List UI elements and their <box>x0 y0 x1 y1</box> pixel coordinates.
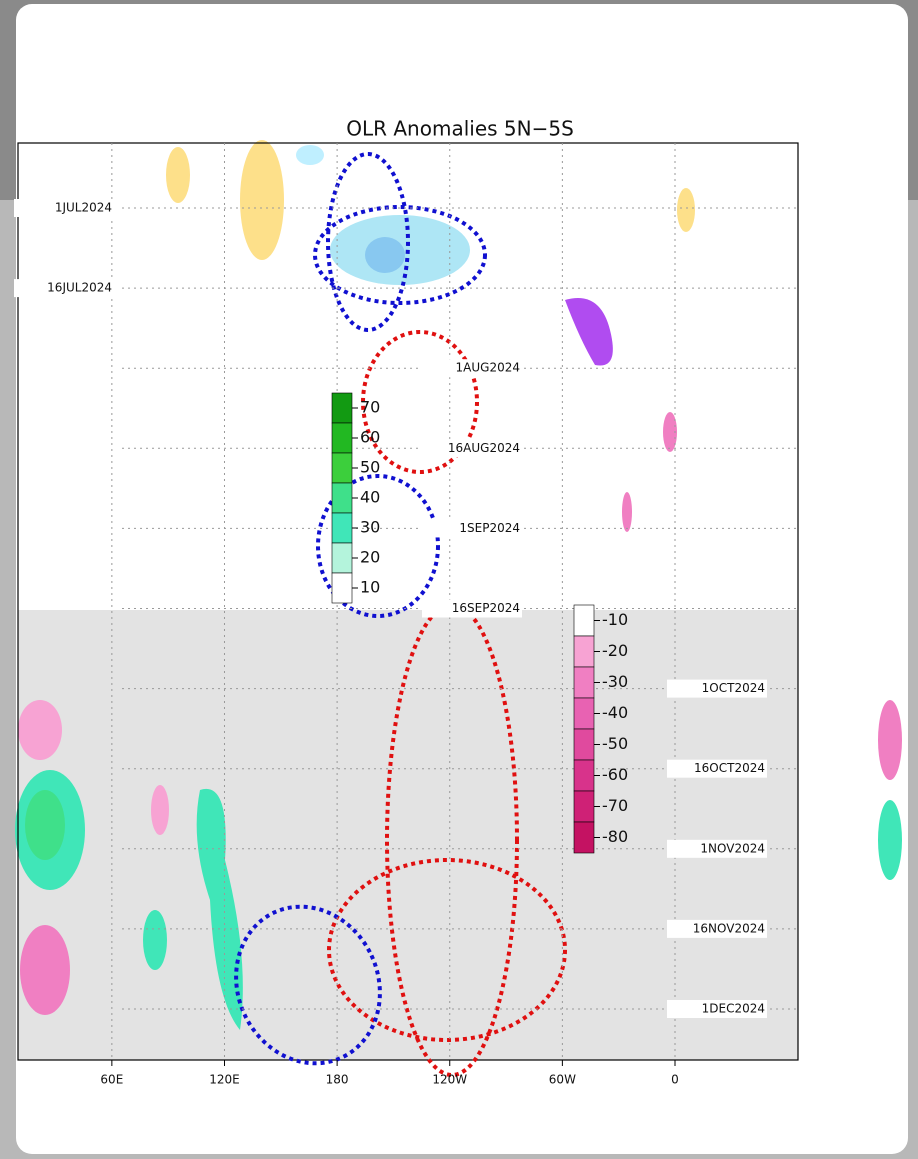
y-tick-label: 1DEC2024 <box>702 1002 765 1016</box>
colorbar-swatch <box>573 821 595 854</box>
colorbar-swatch <box>331 542 353 574</box>
y-tick-label: 1OCT2024 <box>702 681 765 695</box>
y-label-bg <box>667 839 767 858</box>
y-label-bg <box>667 1000 767 1018</box>
y-label-bg <box>667 679 767 698</box>
y-label-bg <box>14 279 114 298</box>
colorbar-label: 20 <box>360 548 380 567</box>
colorbar-swatch <box>331 452 353 484</box>
colorbar-swatch <box>331 392 353 424</box>
x-tick-label: 180 <box>326 1073 349 1087</box>
colorbar-swatch <box>573 728 595 761</box>
colorbar-label: -50 <box>602 734 628 753</box>
colorbar-label: 70 <box>360 398 380 417</box>
x-tick-label: 120W <box>432 1073 467 1087</box>
x-tick-label: 0 <box>671 1073 679 1087</box>
y-label-bg <box>667 919 767 938</box>
colorbar-swatch <box>331 572 353 604</box>
colorbar-label: -30 <box>602 672 628 691</box>
colorbar-swatch <box>573 635 595 668</box>
colorbar-label: 40 <box>360 488 380 507</box>
y-label-bg <box>422 519 522 538</box>
plot-frame <box>17 142 799 1061</box>
colorbar-swatch <box>331 482 353 514</box>
colorbar-swatch <box>331 422 353 454</box>
x-tick-label: 60W <box>549 1073 576 1087</box>
y-tick-label: 1AUG2024 <box>456 361 520 375</box>
colorbar-label: -20 <box>602 641 628 660</box>
colorbar-label: -70 <box>602 796 628 815</box>
colorbar-label: 50 <box>360 458 380 477</box>
colorbar-swatch <box>573 759 595 792</box>
colorbar-swatch <box>331 512 353 544</box>
x-tick-label: 60E <box>100 1073 123 1087</box>
colorbar-swatch <box>573 604 595 637</box>
chart-title: OLR Anomalies 5N−5S <box>346 117 574 141</box>
colorbar-label: 10 <box>360 578 380 597</box>
y-tick-label: 1SEP2024 <box>459 521 520 535</box>
x-tick-label: 120E <box>209 1073 240 1087</box>
colorbar-swatch <box>573 790 595 823</box>
colorbar-swatch <box>573 666 595 699</box>
colorbar-label: -40 <box>602 703 628 722</box>
colorbar-swatch <box>573 697 595 730</box>
colorbar-label: 60 <box>360 428 380 447</box>
y-label-bg <box>422 359 522 378</box>
y-tick-label: 16SEP2024 <box>452 601 520 615</box>
y-label-bg <box>667 759 767 778</box>
y-tick-label: 16OCT2024 <box>694 761 765 775</box>
y-tick-label: 16NOV2024 <box>693 921 765 935</box>
y-tick-label: 1JUL2024 <box>55 201 112 215</box>
y-label-bg <box>422 439 522 458</box>
colorbar-label: -10 <box>602 610 628 629</box>
y-tick-label: 1NOV2024 <box>700 841 765 855</box>
y-label-bg <box>14 199 114 217</box>
colorbar-label: 30 <box>360 518 380 537</box>
y-tick-label: 16AUG2024 <box>448 441 520 455</box>
colorbar-label: -80 <box>602 827 628 846</box>
y-tick-label: 16JUL2024 <box>47 281 112 295</box>
annotation-circles <box>234 152 567 1077</box>
colorbar-label: -60 <box>602 765 628 784</box>
y-label-bg <box>422 599 522 618</box>
